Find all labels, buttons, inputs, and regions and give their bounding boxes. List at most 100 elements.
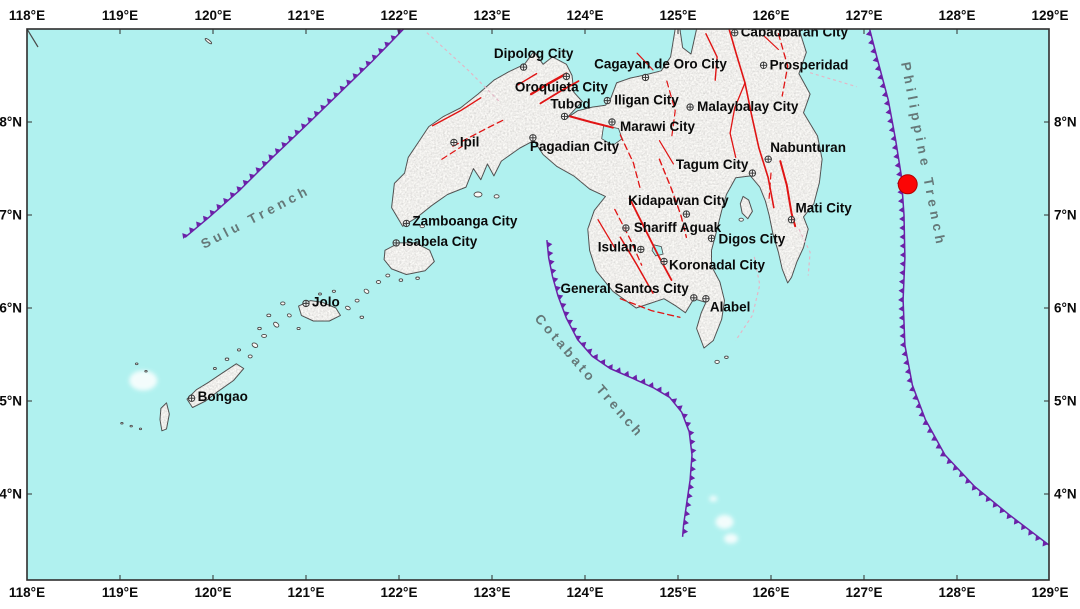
inactive-structure-line <box>735 256 761 341</box>
trench-barb <box>946 458 953 464</box>
trench-barb <box>909 386 915 392</box>
trench-barb <box>912 394 918 401</box>
trench-barb <box>346 79 352 86</box>
lat-label-left: 6°N <box>0 301 22 316</box>
fault-line <box>768 172 772 199</box>
city-label: Bongao <box>198 389 248 404</box>
city-jolo: Jolo <box>302 294 340 309</box>
city-label: Dipolog City <box>494 46 574 61</box>
islet <box>247 354 253 359</box>
fault-line <box>539 80 580 105</box>
city-label: Digos City <box>719 231 786 246</box>
trench-barb <box>320 104 326 111</box>
trench-barb <box>992 501 999 508</box>
islet <box>266 313 272 318</box>
islet <box>473 191 483 198</box>
shoal-patch <box>129 370 158 391</box>
trench-barb <box>688 483 694 490</box>
city-label: Alabel <box>710 300 751 315</box>
city-label: Pagadian City <box>530 139 620 154</box>
trench-barb <box>978 490 985 497</box>
city-label: General Santos City <box>561 281 690 296</box>
trench-barb <box>552 277 559 283</box>
islet <box>129 424 133 428</box>
trench-barb <box>883 100 890 106</box>
lon-label-top: 124°E <box>567 8 604 23</box>
trench-barb <box>586 348 593 355</box>
lon-label-bottom: 121°E <box>288 585 325 600</box>
city-koronadal-city: Koronadal City <box>660 258 766 273</box>
trench-barb <box>958 471 965 478</box>
fault-line <box>658 158 688 238</box>
trench-barb <box>899 341 905 348</box>
trench-barb <box>615 367 621 374</box>
trench-barb <box>339 85 346 92</box>
epicenter-dot <box>897 174 918 195</box>
city-label: Shariff Aguak <box>634 220 722 235</box>
trench-barb <box>313 111 320 117</box>
trench-barb <box>294 129 301 136</box>
trench-barb <box>557 294 564 301</box>
trench-barb <box>1013 518 1020 525</box>
trench-barb <box>918 411 925 417</box>
city-label: Nabunturan <box>770 140 846 155</box>
fault-line <box>597 219 617 251</box>
map-frame <box>26 28 1050 581</box>
city-label: Prosperidad <box>770 57 849 72</box>
lon-label-bottom: 123°E <box>474 585 511 600</box>
trench-barb <box>899 224 905 231</box>
city-label: Marawi City <box>620 119 696 134</box>
fault-line <box>628 197 673 281</box>
islet <box>738 217 744 222</box>
trench-barb <box>999 507 1006 514</box>
city-kidapawan-city: Kidapawan City <box>628 193 729 218</box>
trench-barb <box>874 65 881 72</box>
trench-barb <box>887 117 893 124</box>
trench-barb <box>901 350 907 357</box>
trench-barb <box>904 368 911 375</box>
trench-barb <box>209 209 216 216</box>
trench-barb <box>691 448 697 454</box>
trench-barb <box>365 60 372 67</box>
city-bongao: Bongao <box>187 389 248 404</box>
fault-line <box>705 33 718 81</box>
city-cagayan-de-oro-city: Cagayan de Oro City <box>594 56 727 82</box>
trench-barb <box>899 215 905 222</box>
trench-barb <box>879 82 886 89</box>
lat-label-left: 4°N <box>0 487 22 502</box>
city-label: Zamboanga City <box>412 213 518 228</box>
fault-line <box>452 119 504 147</box>
trench-barb <box>939 451 946 457</box>
trench-barb <box>371 54 378 61</box>
lon-label-bottom: 129°E <box>1032 585 1069 600</box>
trench-barb <box>571 327 578 333</box>
city-label: Cabadbaran City <box>741 25 849 40</box>
trench-barb <box>223 198 229 204</box>
trench-barb <box>922 419 929 425</box>
islet <box>318 292 322 296</box>
trench-barb <box>236 186 243 192</box>
islet <box>345 305 351 311</box>
islet <box>144 369 148 373</box>
trench-barb <box>676 405 683 411</box>
fault-line <box>517 72 538 86</box>
fault-line <box>431 97 482 127</box>
trench-barb <box>898 296 904 303</box>
fault-line <box>619 236 654 294</box>
trench-barb <box>683 519 689 526</box>
trench-barb <box>899 242 905 249</box>
trench-barb <box>885 108 891 115</box>
corner-line <box>27 29 39 48</box>
trench-barb <box>261 160 268 167</box>
trench-barb <box>686 501 692 508</box>
city-dipolog-city: Dipolog City <box>494 46 574 71</box>
lon-label-top: 119°E <box>102 8 138 23</box>
lon-label-top: 121°E <box>288 8 325 23</box>
lon-label-top: 129°E <box>1032 8 1069 23</box>
trench-barb <box>607 364 613 370</box>
islet <box>331 289 336 293</box>
islet <box>493 194 500 199</box>
lat-label-right: 6°N <box>1054 301 1077 316</box>
city-label: Tubod <box>550 96 590 111</box>
